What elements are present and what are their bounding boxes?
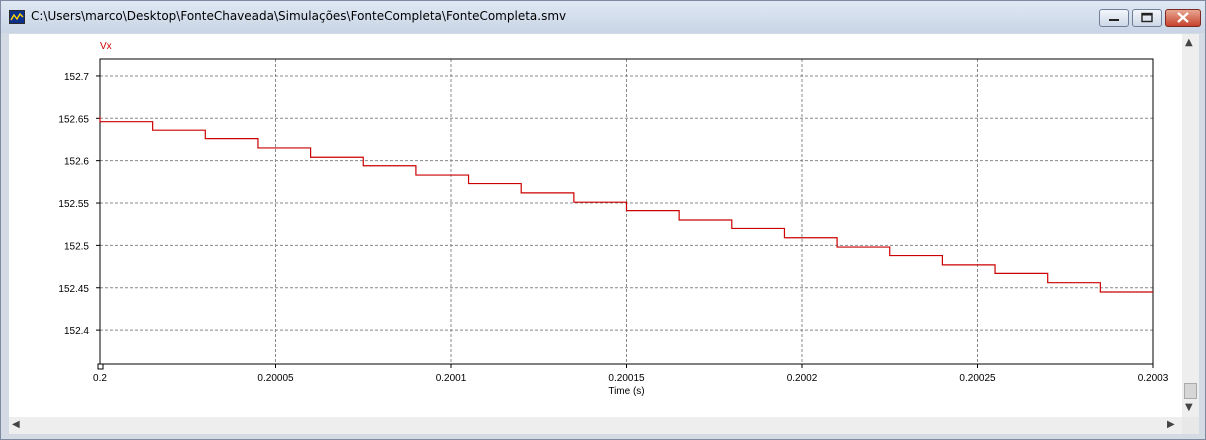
vertical-scroll-thumb[interactable] [1184, 383, 1197, 399]
y-tick-label: 152.7 [64, 72, 89, 83]
maximize-button[interactable] [1132, 9, 1162, 27]
title-bar[interactable]: C:\Users\marco\Desktop\FonteChaveada\Sim… [1, 1, 1205, 33]
scrollbar-corner [1182, 417, 1199, 434]
x-tick-label: 0.2003 [1138, 373, 1169, 384]
series-label: Vx [100, 41, 112, 52]
window-title: C:\Users\marco\Desktop\FonteChaveada\Sim… [31, 9, 567, 23]
y-tick-label: 152.5 [64, 241, 89, 252]
scroll-up-arrow-icon[interactable]: ▲ [1185, 37, 1193, 48]
scroll-left-arrow-icon[interactable]: ◀ [12, 419, 20, 430]
x-tick-label: 0.20005 [257, 373, 294, 384]
horizontal-scrollbar[interactable]: ◀ ▶ [9, 417, 1182, 434]
y-tick-label: 152.65 [58, 114, 89, 125]
plot-area-background [9, 34, 1182, 417]
x-tick-label: 0.20015 [608, 373, 645, 384]
x-tick-label: 0.2 [93, 373, 107, 384]
close-button[interactable] [1165, 9, 1201, 27]
y-tick-label: 152.55 [58, 199, 89, 210]
minimize-button[interactable] [1099, 9, 1129, 27]
x-tick-label: 0.2002 [787, 373, 818, 384]
vertical-scrollbar[interactable]: ▲ ▼ [1182, 34, 1199, 417]
waveform-chart[interactable]: 152.4 152.45 152.5 152.55 152.6 152.65 152.7 0.… [9, 34, 1182, 417]
x-tick-label: 0.2001 [436, 373, 467, 384]
cursor-marker [97, 363, 104, 370]
series-line-vx [99, 116, 1153, 293]
scroll-right-arrow-icon[interactable]: ▶ [1167, 419, 1175, 430]
x-tick-label: 0.20025 [959, 373, 996, 384]
waveform-app-icon [9, 10, 25, 24]
y-tick-label: 152.4 [64, 326, 89, 337]
y-tick-label: 152.6 [64, 157, 89, 168]
y-tick-label: 152.45 [58, 284, 89, 295]
x-axis-title: Time (s) [608, 386, 644, 397]
scroll-down-arrow-icon[interactable]: ▼ [1185, 402, 1193, 413]
